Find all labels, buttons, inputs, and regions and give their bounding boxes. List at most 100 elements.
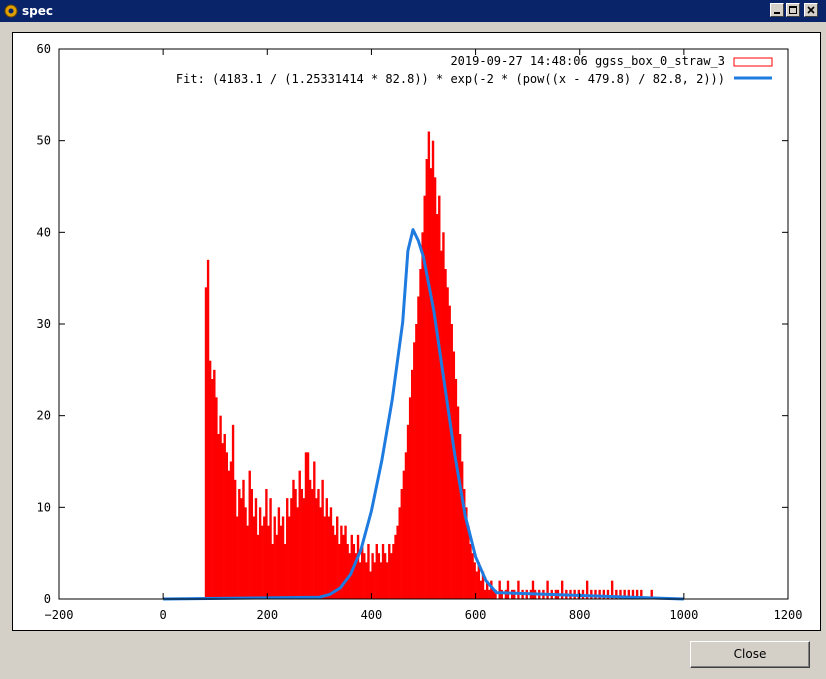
- histogram-bar: [546, 580, 549, 599]
- histogram-bar: [304, 452, 308, 599]
- histogram-bar: [250, 489, 254, 599]
- histogram-bar: [460, 461, 464, 599]
- histogram-bar: [440, 250, 443, 599]
- histogram-bar: [490, 580, 493, 599]
- y-tick-label: 10: [37, 500, 51, 514]
- histogram-bar: [356, 534, 360, 599]
- x-tick-label: 800: [569, 608, 591, 622]
- histogram-bar: [388, 544, 391, 599]
- histogram-bar: [623, 589, 626, 599]
- histogram-bar: [367, 544, 370, 599]
- close-button[interactable]: Close: [690, 641, 810, 668]
- histogram-bar: [419, 269, 422, 599]
- histogram-bar: [217, 434, 220, 599]
- close-window-button[interactable]: [804, 3, 818, 17]
- histogram-bar: [485, 580, 489, 599]
- histogram-bar: [294, 489, 297, 599]
- histogram-bar: [381, 544, 385, 599]
- histogram-bar: [350, 534, 353, 599]
- histogram-bar: [450, 324, 453, 599]
- histogram-bar: [342, 534, 345, 599]
- histogram-bar: [427, 131, 431, 599]
- histogram-bar: [206, 259, 210, 599]
- histogram-bar: [236, 516, 239, 599]
- histogram-bar: [429, 168, 433, 599]
- minimize-button[interactable]: [770, 3, 784, 17]
- histogram-bar: [263, 516, 266, 599]
- x-tick-label: 200: [256, 608, 278, 622]
- fit-curve: [163, 228, 684, 601]
- histogram-chart: −200 0 200 400 600 800 1000 1200 0 10 20 30 40 50 60 20…: [37, 42, 803, 622]
- histogram-bar: [281, 516, 285, 599]
- histogram-bar: [452, 351, 456, 599]
- histogram-bar: [269, 498, 272, 599]
- histogram-bar: [221, 443, 224, 599]
- legend-label-histogram: 2019-09-27 14:48:06 ggss_box_0_straw_3: [450, 54, 725, 68]
- histogram-bar: [227, 470, 231, 599]
- histogram-bar: [346, 544, 349, 599]
- histogram-bar: [344, 525, 347, 599]
- histogram-bar: [488, 589, 491, 599]
- title-bar: spec: [0, 0, 826, 22]
- histogram-bar: [286, 498, 289, 599]
- histogram-bar: [331, 525, 335, 599]
- histogram-bar: [271, 544, 274, 599]
- histogram-bar: [254, 498, 258, 599]
- histogram-bar: [233, 479, 237, 599]
- histogram-bar: [606, 589, 610, 599]
- histogram-bar: [594, 589, 597, 599]
- histogram-bar: [208, 360, 212, 599]
- histogram-bar: [329, 507, 333, 599]
- histogram-bar: [467, 525, 470, 599]
- histogram-bar: [231, 424, 235, 599]
- histogram-bar: [261, 525, 264, 599]
- histogram-bar: [300, 489, 303, 599]
- histogram-bar: [288, 516, 291, 599]
- histogram-bar: [265, 489, 268, 599]
- histogram-bar: [610, 580, 614, 599]
- y-tick-label: 50: [37, 134, 51, 148]
- legend-label-fit: Fit: (4183.1 / (1.25331414 * 82.8)) * ex…: [176, 72, 725, 86]
- histogram-bar: [317, 489, 320, 599]
- histogram-bar: [500, 589, 503, 599]
- histogram-bar: [275, 534, 278, 599]
- histogram-bar: [531, 580, 535, 599]
- histogram-bar: [506, 580, 510, 599]
- histogram-bar: [279, 525, 283, 599]
- histogram-bar: [333, 534, 337, 599]
- histogram-bar: [311, 489, 314, 599]
- histogram-bar: [321, 479, 324, 599]
- histogram-bar: [465, 507, 468, 599]
- histogram-bar: [246, 525, 249, 599]
- histogram-bar: [211, 379, 214, 599]
- histogram-bar: [238, 489, 241, 599]
- histogram-bar: [319, 507, 322, 599]
- histogram-bar: [475, 571, 478, 599]
- maximize-button[interactable]: [786, 3, 800, 17]
- histogram-bar: [229, 461, 233, 599]
- histogram-bar: [325, 498, 328, 599]
- histogram-bar: [585, 580, 589, 599]
- y-tick-label: 40: [37, 225, 51, 239]
- histogram-bar: [383, 553, 387, 599]
- histogram-bar: [415, 324, 418, 599]
- histogram-bar: [340, 525, 343, 599]
- histogram-bar: [413, 342, 416, 599]
- histogram-bar: [477, 562, 481, 599]
- histogram-bar: [240, 498, 243, 599]
- y-tick-label: 0: [44, 592, 51, 606]
- histogram-bar: [458, 434, 462, 599]
- plot-area: −200 0 200 400 600 800 1000 1200 0 10 20 30 40 50 60 20…: [12, 32, 821, 631]
- histogram-bar: [435, 214, 439, 599]
- histogram-bar: [302, 498, 306, 599]
- histogram-bar: [225, 452, 229, 599]
- app-gear-icon: [3, 3, 19, 19]
- histogram-bar: [242, 479, 245, 599]
- x-tick-label: 400: [361, 608, 383, 622]
- histogram-bar: [433, 177, 437, 600]
- histogram-bar: [438, 195, 441, 599]
- histogram-bar: [619, 589, 622, 599]
- histogram-bar: [298, 470, 301, 599]
- y-tick-label: 60: [37, 42, 51, 56]
- histogram-bar: [267, 525, 270, 599]
